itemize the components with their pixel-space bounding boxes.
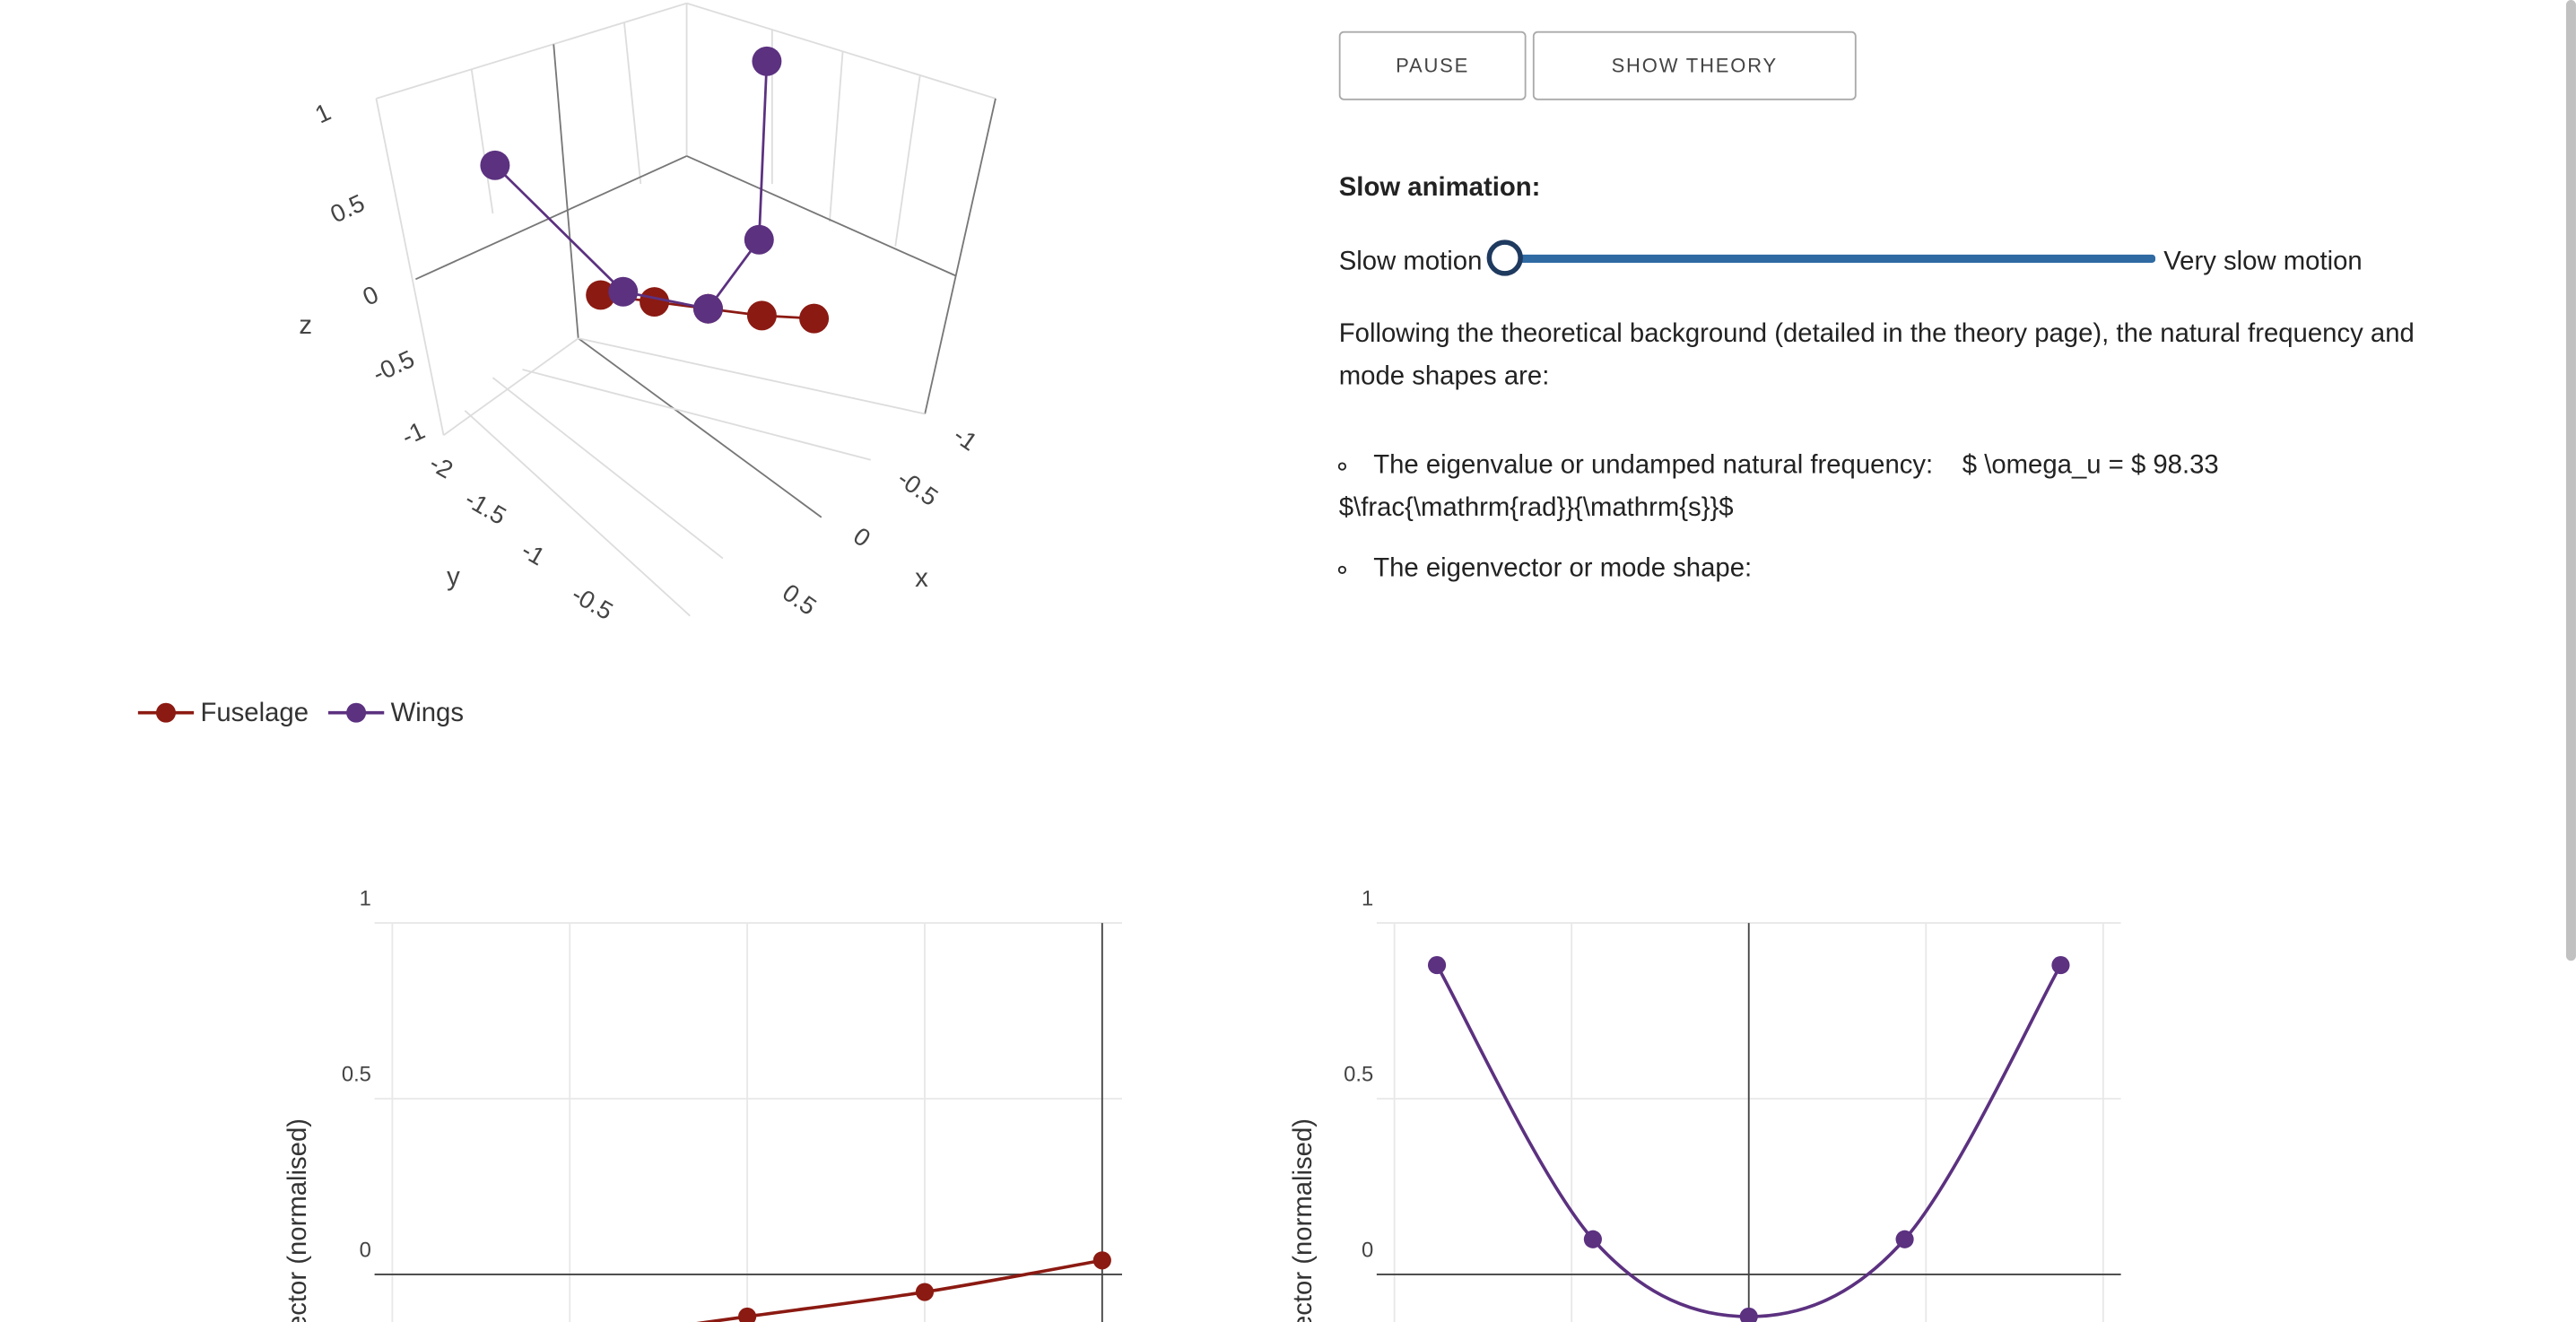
marker [746,300,777,331]
y-axis-title: y [447,561,460,591]
x-tick-label: 0.5 [778,578,822,621]
marker [1092,1251,1111,1270]
z-tick-label: -0.5 [369,344,419,387]
legend-marker [346,702,367,723]
marker [1427,956,1447,975]
marker [738,1307,757,1322]
marker [1583,1230,1602,1248]
z-axis-title: z [299,310,312,340]
marker [693,293,723,324]
pause-button[interactable]: PAUSE [1338,30,1527,100]
marker [1739,1307,1758,1322]
slider-min-label: Slow motion [1338,248,1483,276]
scene-box [375,2,996,617]
y-tick-label: 0 [360,1239,371,1263]
y-tick-label: -1 [517,535,550,570]
y-tick-label: 1 [360,887,371,911]
slider-title: Slow animation: [1338,174,1541,203]
y-tick-label: -1.5 [460,484,511,530]
y-tick-label: 0.5 [1344,1063,1373,1087]
marker [1895,1230,1914,1248]
legend-label: Wings [391,698,464,727]
intro-text: Following the theoretical background (de… [1338,320,2415,391]
marker [799,303,830,334]
list-item: The eigenvector or mode shape: [1339,549,2325,592]
z-tick-label: 0.5 [326,188,369,228]
y-axis-title: Eigenvector (normalised) [283,1118,312,1322]
y-tick-label: -0.5 [567,580,618,626]
marker [744,224,774,255]
y-tick-label: 1 [1362,887,1373,911]
result-list: The eigenvalue or undamped natural frequ… [1339,445,2325,609]
marker [586,280,616,310]
marker [640,287,670,317]
marker [752,46,782,76]
y-tick-label: 0 [1362,1239,1373,1263]
x-tick-label: 0 [849,522,875,552]
scrollbar[interactable] [2565,0,2576,961]
slider-max-label: Very slow motion [2163,248,2363,276]
legend-marker [156,702,176,723]
list-item: The eigenvalue or undamped natural frequ… [1339,445,2325,530]
legend-label: Fuselage [200,698,309,727]
marker [480,150,510,180]
z-tick-label: -1 [397,416,429,450]
marker [915,1283,935,1301]
theory-button[interactable]: SHOW THEORY [1532,30,1857,100]
slider-knob[interactable] [1486,239,1523,276]
x-tick-label: -0.5 [892,465,944,512]
z-tick-label: 0 [359,280,383,311]
y-tick-label: -2 [425,448,458,483]
marker [608,276,639,307]
slider-track[interactable] [1504,254,2156,263]
x-axis-title: x [915,563,928,593]
y-tick-label: 0.5 [342,1063,371,1087]
series-line [493,61,769,310]
z-tick-label: 1 [310,98,335,129]
y-axis-title: Eigenvector (normalised) [1288,1118,1318,1322]
x-tick-label: -1 [949,421,983,456]
marker [2051,956,2070,975]
